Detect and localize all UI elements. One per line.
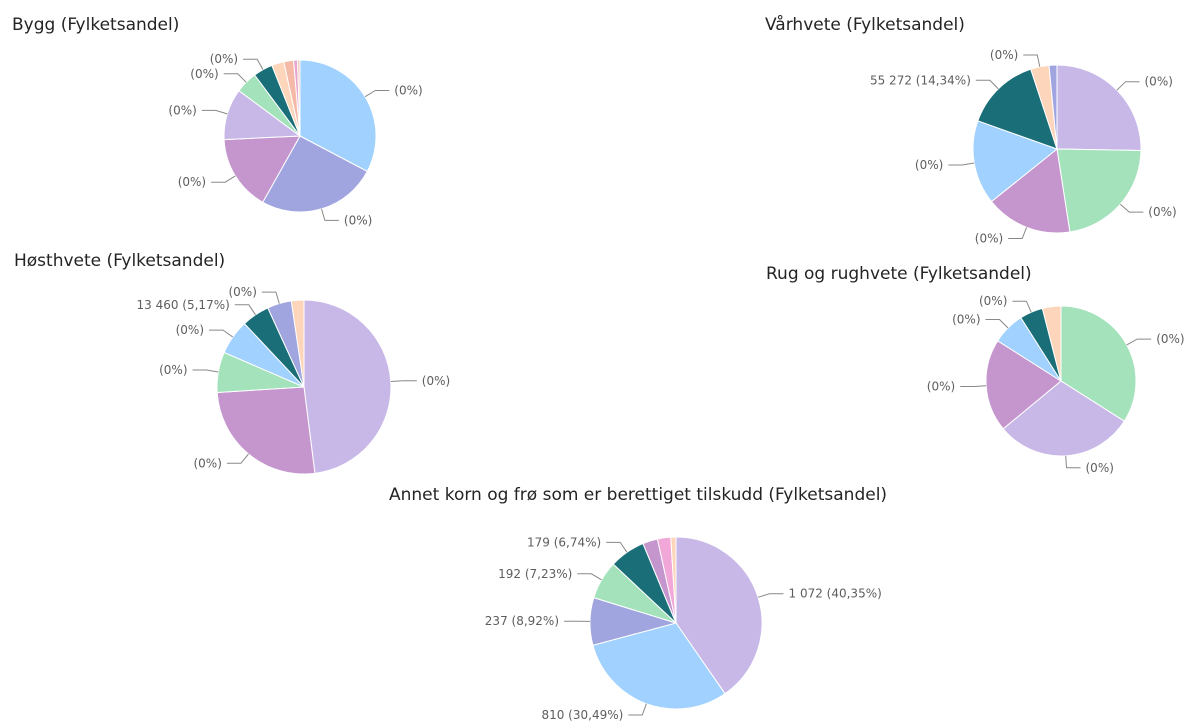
chart-title-rug: Rug og rughvete (Fylketsandel) — [766, 264, 1032, 284]
leader-line-varhvete-1 — [1120, 204, 1143, 212]
leader-line-hosthvete-0 — [391, 381, 417, 382]
leader-line-varhvete-2 — [1008, 227, 1026, 238]
pie-chart-varhvete: (0%) (0%) (0%) (0%) 55 272 (14,34%) (0%) — [870, 48, 1177, 246]
data-label-bygg-3: (0%) — [168, 103, 196, 117]
data-label-rug-0: (0%) — [1156, 332, 1184, 346]
leader-line-annet-1 — [628, 704, 646, 715]
data-label-varhvete-5: (0%) — [990, 48, 1018, 62]
leader-line-bygg-4 — [224, 74, 247, 83]
pie-chart-annet: 1 072 (40,35%) 810 (30,49%) 237 (8,92%) 192… — [485, 535, 882, 722]
data-label-varhvete-0: (0%) — [1145, 75, 1173, 89]
chart-title-varhvete: Vårhvete (Fylketsandel) — [765, 14, 965, 35]
data-label-hosthvete-2: (0%) — [159, 363, 187, 377]
leader-line-hosthvete-2 — [193, 370, 219, 372]
data-label-varhvete-1: (0%) — [1148, 205, 1176, 219]
data-label-rug-2: (0%) — [927, 380, 955, 394]
leader-line-bygg-3 — [202, 110, 228, 114]
data-label-annet-0: 1 072 (40,35%) — [789, 587, 882, 601]
leader-line-hosthvete-3 — [209, 330, 233, 337]
leader-line-bygg-2 — [211, 176, 235, 182]
data-label-hosthvete-5: (0%) — [228, 285, 256, 299]
leader-line-annet-3 — [577, 574, 601, 580]
data-label-rug-1: (0%) — [1086, 461, 1114, 475]
chart-title-bygg: Bygg (Fylketsandel) — [12, 15, 179, 35]
chart-title-annet: Annet korn og frø som er berettiget tils… — [389, 485, 887, 505]
leader-line-varhvete-4 — [976, 80, 998, 89]
pie-slice-varhvete-1[interactable] — [1057, 149, 1141, 232]
data-label-varhvete-4: 55 272 (14,34%) — [870, 73, 971, 87]
chart-title-hosthvete: Høsthvete (Fylketsandel) — [14, 251, 225, 271]
leader-line-varhvete-5 — [1023, 55, 1040, 67]
data-label-rug-4: (0%) — [979, 294, 1007, 308]
leader-line-rug-0 — [1127, 339, 1152, 345]
data-label-bygg-2: (0%) — [178, 175, 206, 189]
leader-line-bygg-0 — [365, 91, 389, 97]
data-label-rug-3: (0%) — [952, 313, 980, 327]
data-label-hosthvete-4: 13 460 (5,17%) — [137, 298, 230, 312]
pie-chart-hosthvete: (0%)(0%)(0%)(0%)13 460 (5,17%)(0%) — [137, 285, 451, 474]
pie-slice-hosthvete-0[interactable] — [304, 300, 391, 473]
pie-slice-hosthvete-1[interactable] — [217, 387, 315, 474]
leader-line-annet-4 — [606, 542, 627, 552]
data-label-hosthvete-1: (0%) — [193, 456, 221, 470]
leader-line-rug-1 — [1066, 456, 1081, 468]
leader-line-hosthvete-4 — [235, 305, 256, 315]
leader-line-varhvete-3 — [948, 163, 974, 165]
leader-line-bygg-5 — [243, 59, 263, 69]
data-label-varhvete-2: (0%) — [975, 232, 1003, 246]
leader-line-rug-2 — [960, 386, 986, 387]
data-label-hosthvete-0: (0%) — [422, 374, 450, 388]
data-label-annet-4: 179 (6,74%) — [527, 535, 601, 549]
leader-line-annet-0 — [758, 594, 783, 598]
data-label-varhvete-3: (0%) — [915, 158, 943, 172]
leader-line-rug-3 — [986, 320, 1009, 329]
pie-chart-bygg: (0%)(0%)(0%)(0%)(0%)(0%) — [168, 52, 422, 227]
data-label-annet-3: 192 (7,23%) — [498, 567, 572, 581]
data-label-bygg-4: (0%) — [190, 67, 218, 81]
data-label-bygg-5: (0%) — [210, 52, 238, 66]
leader-line-hosthvete-5 — [262, 292, 279, 304]
pie-chart-rug: (0%) (0%) (0%) (0%) (0%) — [927, 294, 1185, 475]
leader-line-hosthvete-1 — [227, 454, 249, 463]
pie-slice-varhvete-0[interactable] — [1057, 65, 1141, 151]
data-label-bygg-1: (0%) — [344, 213, 372, 227]
data-label-annet-1: 810 (30,49%) — [541, 708, 623, 722]
leader-line-rug-4 — [1012, 301, 1031, 312]
data-label-annet-2: 237 (8,92%) — [485, 614, 559, 628]
leader-line-varhvete-0 — [1117, 82, 1140, 91]
data-label-bygg-0: (0%) — [394, 84, 422, 98]
leader-line-bygg-1 — [322, 209, 339, 221]
data-label-hosthvete-3: (0%) — [176, 323, 204, 337]
